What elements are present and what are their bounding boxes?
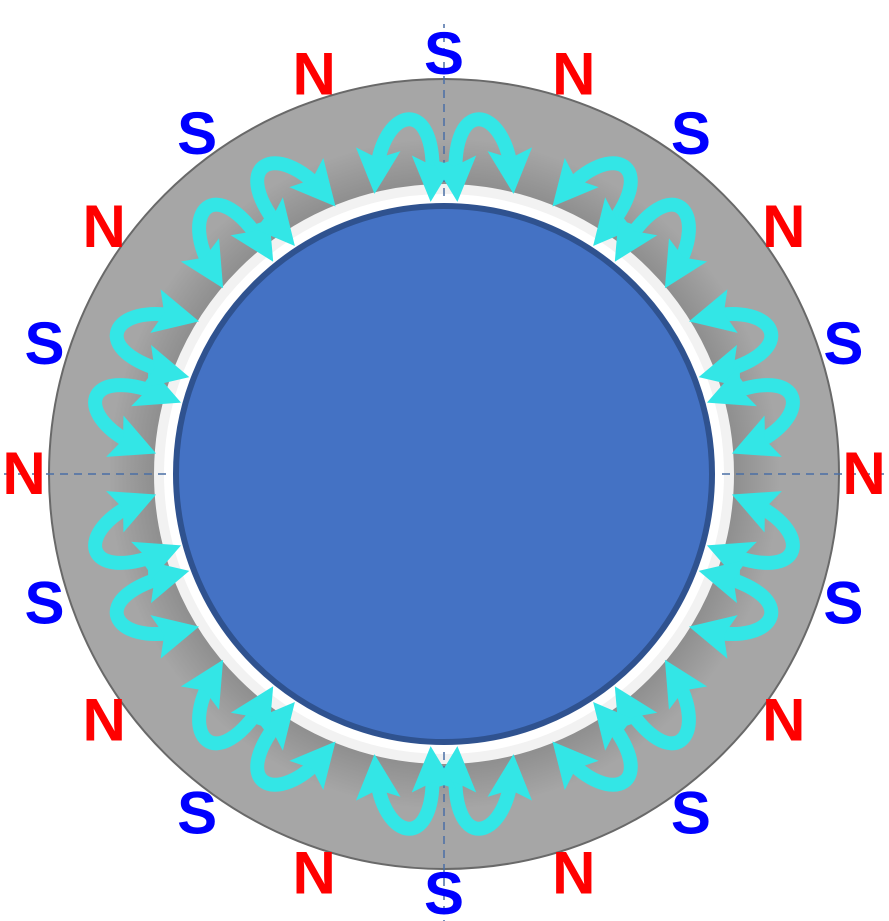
pole-label-n: N: [842, 440, 885, 507]
halbach-ring-diagram: SNSNSNSNSNSNSNSNSNSN: [0, 0, 889, 921]
pole-label-n: N: [293, 40, 336, 107]
pole-label-s: S: [177, 780, 217, 847]
inner-disc: [176, 206, 712, 742]
pole-label-n: N: [762, 687, 805, 754]
pole-label-n: N: [2, 440, 45, 507]
pole-label-n: N: [83, 193, 126, 260]
pole-label-s: S: [823, 310, 863, 377]
pole-label-n: N: [83, 687, 126, 754]
pole-label-n: N: [762, 193, 805, 260]
pole-label-s: S: [177, 100, 217, 167]
pole-label-n: N: [293, 839, 336, 906]
pole-label-s: S: [25, 310, 65, 377]
pole-label-n: N: [552, 839, 595, 906]
pole-label-n: N: [552, 40, 595, 107]
pole-label-s: S: [25, 570, 65, 637]
pole-label-s: S: [671, 780, 711, 847]
pole-label-s: S: [424, 20, 464, 87]
pole-label-s: S: [823, 570, 863, 637]
pole-label-s: S: [671, 100, 711, 167]
pole-label-s: S: [424, 860, 464, 921]
